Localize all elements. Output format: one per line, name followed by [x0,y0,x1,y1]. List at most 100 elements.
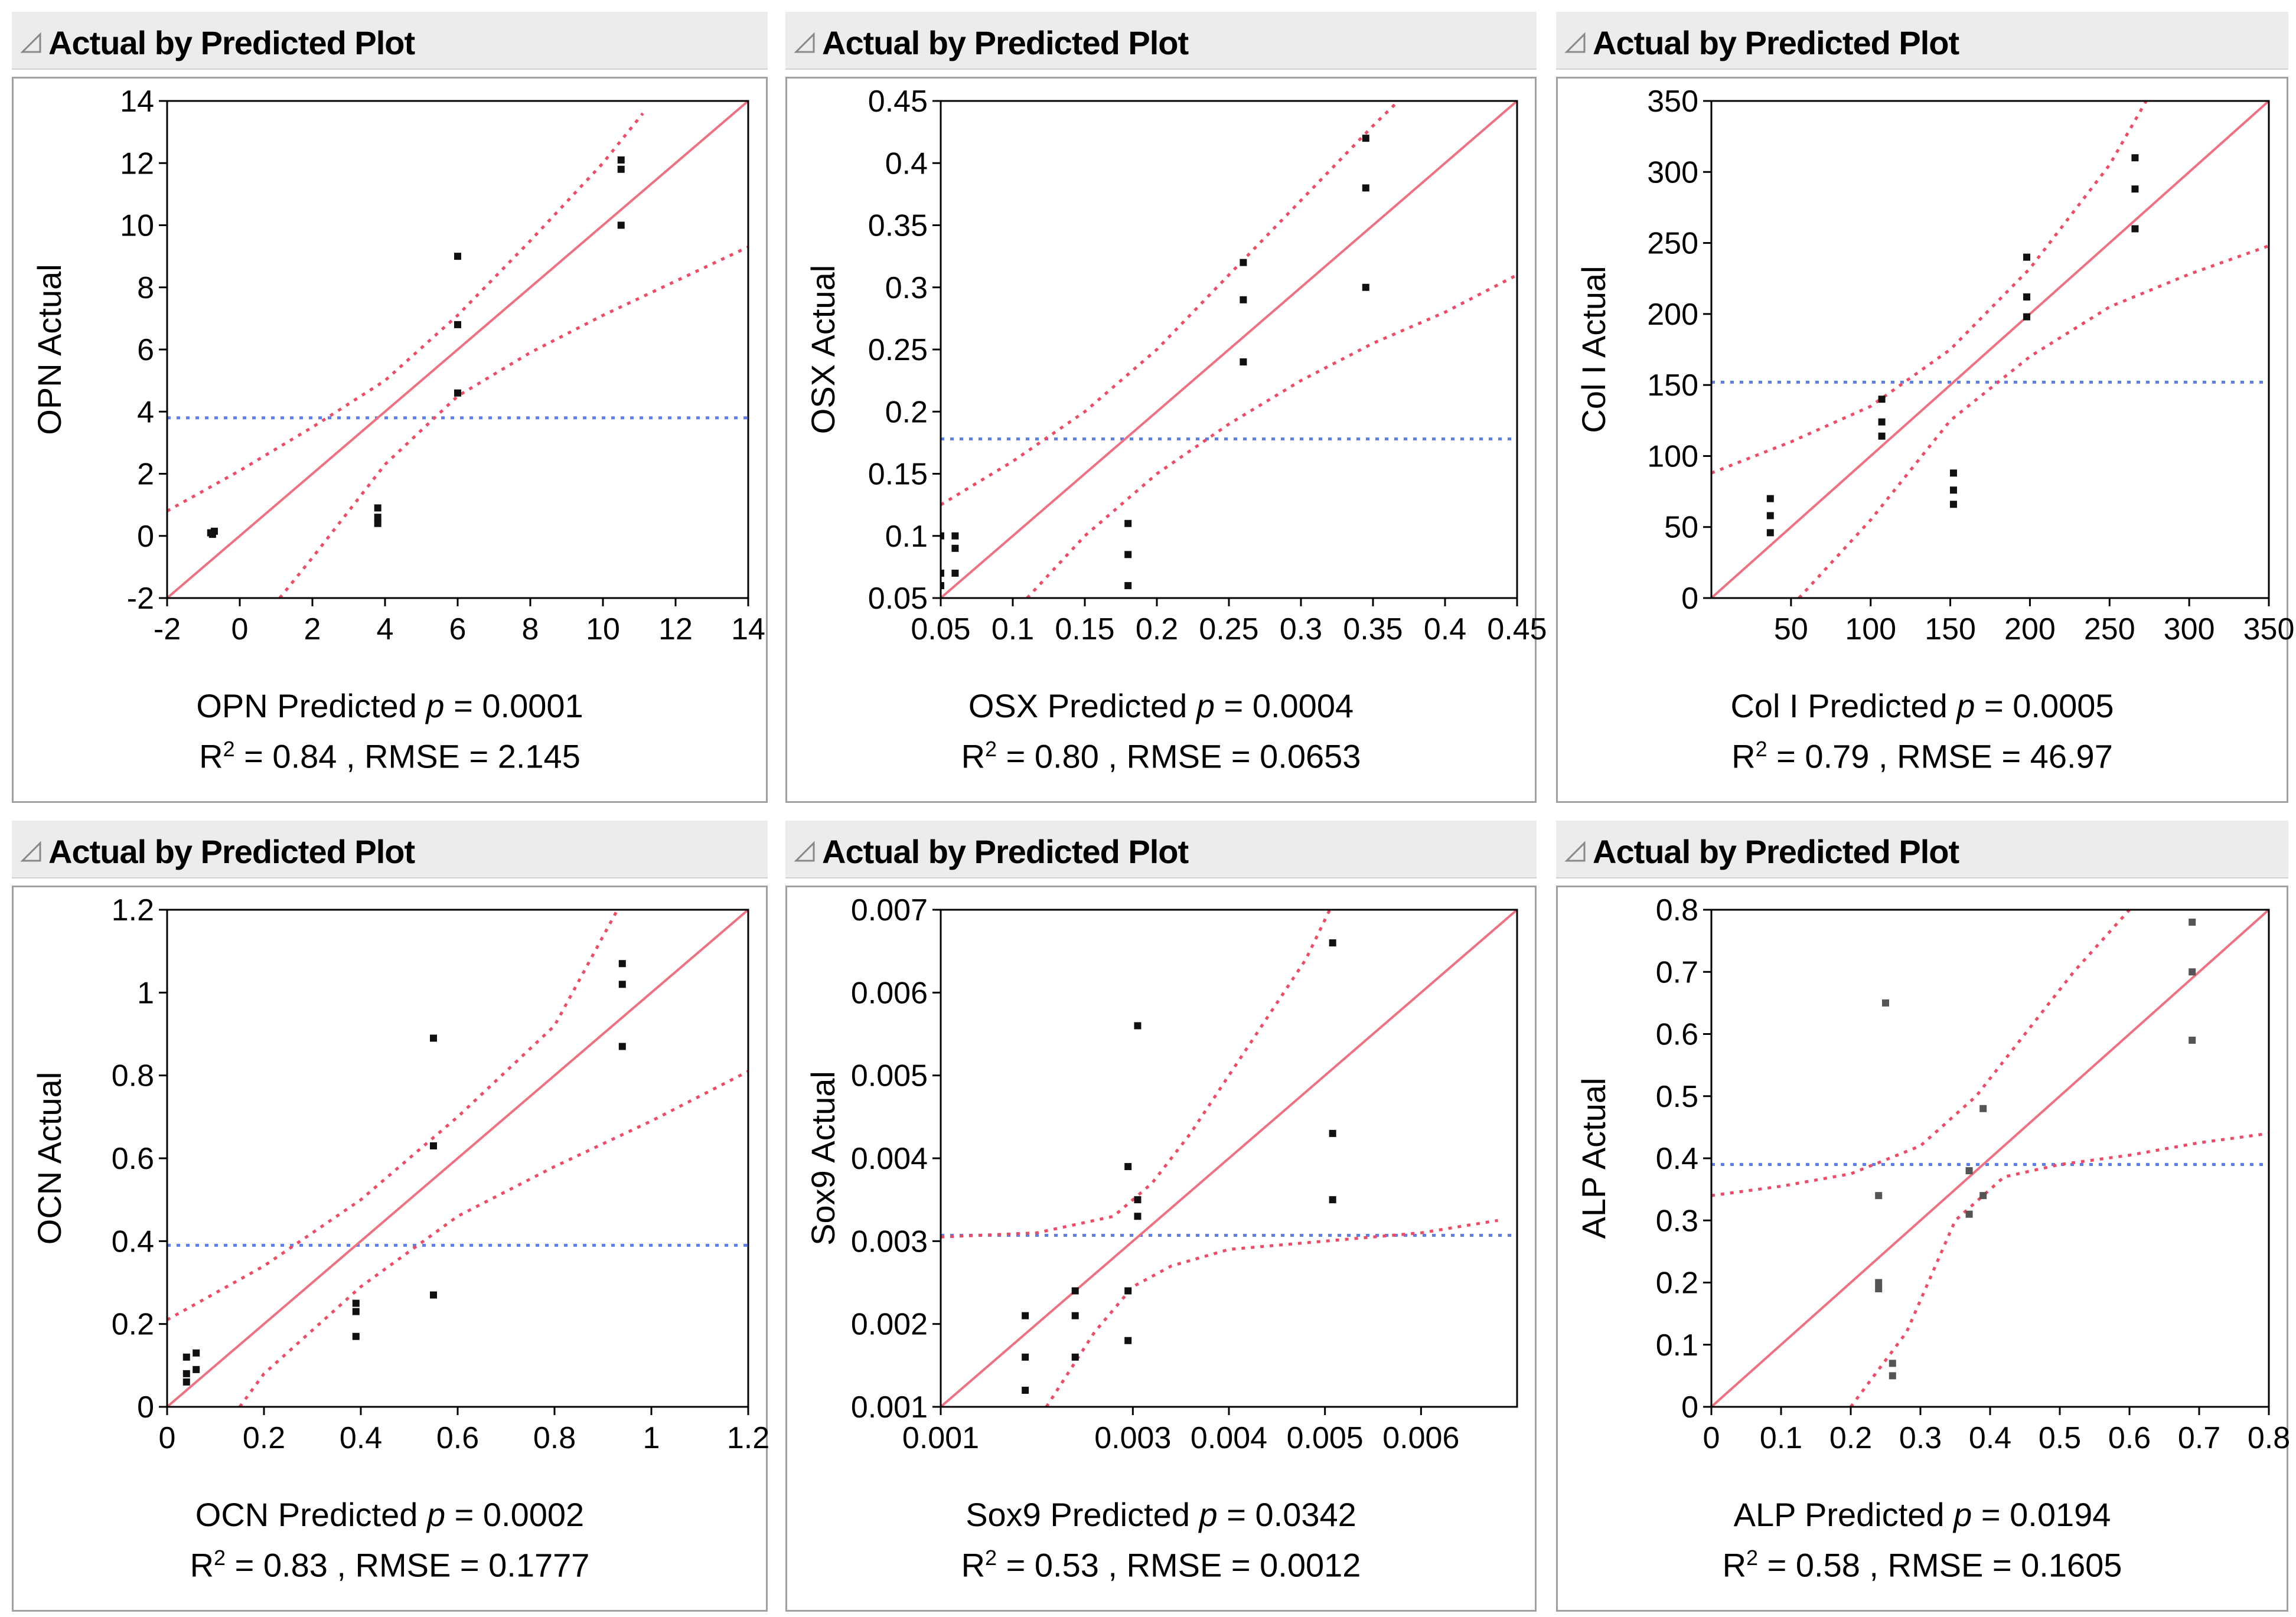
data-point [1949,469,1957,477]
data-point [941,532,944,540]
x-tick-label: 0.4 [1969,1421,2011,1455]
data-point [352,1308,360,1315]
disclosure-triangle-icon[interactable] [794,841,816,863]
data-point [618,981,626,988]
panel-title: Actual by Predicted Plot [822,24,1189,61]
data-point [374,514,381,521]
disclosure-triangle-icon[interactable] [20,32,43,54]
y-tick-label: 6 [137,333,154,367]
p-value: = 0.0002 [445,1496,585,1533]
x-tick-label: 0.003 [1094,1421,1171,1455]
x-tick-label: 6 [449,612,467,646]
y-tick-label: 0.6 [1656,1018,1698,1052]
data-point [1134,1196,1142,1204]
r-label: R [1731,737,1756,775]
data-point [617,165,625,173]
data-point [1878,432,1886,440]
x-axis-caption: OPN Predicted p = 0.0001 [14,687,766,725]
x-tick-label: 10 [586,612,620,646]
y-tick-label: 14 [120,84,154,119]
y-tick-label: 0.05 [868,582,928,616]
y-tick-label: 0.15 [868,458,928,492]
panel-title: Actual by Predicted Plot [48,833,415,870]
r-label: R [1722,1546,1747,1584]
p-symbol: p [1956,687,1975,724]
y-axis-label: OCN Actual [31,1072,68,1245]
y-tick-label: 0.003 [851,1224,928,1259]
x-tick-label: 0.8 [2248,1421,2290,1455]
r-label: R [961,737,986,775]
p-symbol: p [1953,1496,1972,1533]
disclosure-triangle-icon[interactable] [1564,32,1587,54]
y-axis-label: OSX Actual [804,265,842,434]
data-point [1878,418,1886,426]
x-tick-label: 0.3 [1280,612,1322,646]
r-label: R [199,737,223,775]
data-point [1766,512,1774,520]
x-axis-caption: Sox9 Predicted p = 0.0342 [787,1495,1535,1534]
x-tick-label: 0 [1703,1421,1720,1455]
r-superscript: 2 [214,1546,226,1570]
data-point [1965,1167,1973,1175]
data-point [374,520,381,527]
x-tick-label: 0.001 [902,1421,979,1455]
data-point [182,1370,190,1377]
y-tick-label: 2 [137,458,154,492]
data-point [430,1291,437,1299]
data-point [1134,1022,1142,1030]
data-point [1124,582,1132,589]
x-tick-label: 50 [1774,612,1808,646]
x-tick-label: -2 [154,612,181,646]
panel-header[interactable]: Actual by Predicted Plot [1556,821,2288,878]
data-point [1240,358,1247,366]
confidence-lower-curve [1026,273,1517,598]
x-tick-label: 0.7 [2178,1421,2220,1455]
caption-text: OCN Predicted [195,1496,418,1533]
p-value: = 0.0194 [1972,1496,2111,1533]
scatter-plot: 0.05 0.1 0.15 0.2 0.25 0.3 0.35 0.4 0.45 0.05 0.1 0… [804,84,1547,646]
panel-header[interactable]: Actual by Predicted Plot [785,821,1537,878]
confidence-lower-curve [278,246,748,598]
disclosure-triangle-icon[interactable] [794,32,816,54]
p-symbol: p [426,1496,446,1533]
fit-line [1711,910,2269,1407]
scatter-plot: 0 0.1 0.2 0.3 0.4 0.5 0.6 0.7 0.8 0 0.1 0.2 0.3 0.4 0.… [1575,893,2290,1455]
stats-text: = 0.80 , RMSE = 0.0653 [997,737,1361,775]
stats-text: = 0.84 , RMSE = 2.145 [234,737,580,775]
y-tick-label: -2 [127,582,154,616]
y-tick-label: 0.8 [1656,893,1698,927]
stats-text: = 0.58 , RMSE = 0.1605 [1758,1546,2122,1584]
x-tick-label: 250 [2084,612,2135,646]
disclosure-triangle-icon[interactable] [20,841,43,863]
r-superscript: 2 [223,737,235,761]
data-point [1979,1192,1987,1200]
panel-header[interactable]: Actual by Predicted Plot [12,821,768,878]
x-tick-label: 200 [2004,612,2056,646]
x-tick-label: 150 [1925,612,1976,646]
y-tick-label: 0.1 [885,520,928,554]
disclosure-triangle-icon[interactable] [1564,841,1587,863]
x-tick-label: 0.2 [1829,1421,1872,1455]
x-axis-caption: Col I Predicted p = 0.0005 [1558,687,2287,725]
fit-stats: R2 = 0.84 , RMSE = 2.145 [14,737,766,776]
panel-header[interactable]: Actual by Predicted Plot [12,12,768,70]
r-superscript: 2 [1746,1546,1759,1570]
y-tick-label: 200 [1647,298,1698,332]
data-point [182,1353,190,1361]
plot-border [1710,100,2270,599]
panel-header[interactable]: Actual by Predicted Plot [785,12,1537,70]
x-axis-caption: ALP Predicted p = 0.0194 [1558,1495,2287,1534]
y-tick-label: 0.006 [851,976,928,1010]
p-value: = 0.0005 [1975,687,2114,724]
y-tick-label: 12 [120,146,154,181]
y-tick-label: 0.25 [868,333,928,367]
confidence-upper-curve [1711,101,2148,475]
x-tick-label: 0.6 [2108,1421,2151,1455]
data-point [2023,313,2031,321]
data-point [1124,1163,1132,1171]
panel-header[interactable]: Actual by Predicted Plot [1556,12,2288,70]
data-point [951,532,959,540]
panel-title: Actual by Predicted Plot [1593,24,1959,61]
x-tick-label: 12 [658,612,693,646]
x-axis-caption: OSX Predicted p = 0.0004 [787,687,1535,725]
